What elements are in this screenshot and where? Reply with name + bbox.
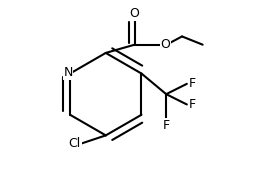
Text: O: O (161, 38, 170, 51)
Text: Cl: Cl (69, 137, 81, 150)
Text: F: F (188, 98, 195, 111)
Text: N: N (63, 66, 73, 79)
Text: O: O (130, 7, 140, 20)
Text: F: F (163, 119, 170, 132)
Text: F: F (188, 77, 195, 90)
